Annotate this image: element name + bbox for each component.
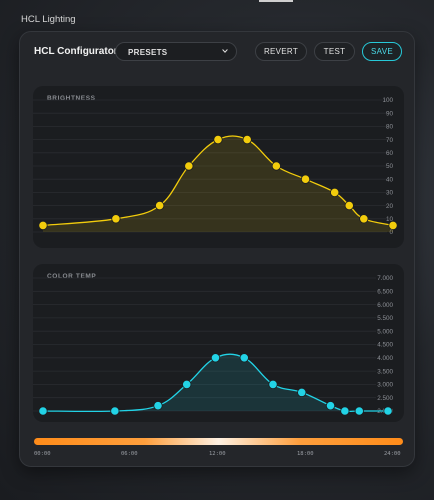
save-button[interactable]: SAVE bbox=[362, 42, 402, 61]
color-temp-point[interactable] bbox=[325, 401, 336, 411]
presets-dropdown[interactable]: PRESETS bbox=[115, 42, 237, 61]
configurator-card: HCL Configurator PRESETS REVERT TEST SAV… bbox=[19, 31, 415, 467]
brightness-ytick-label: 60 bbox=[386, 150, 394, 157]
brightness-ytick-label: 50 bbox=[386, 163, 394, 170]
brightness-panel: BRIGHTNESS 100 90 80 70 60 50 40 30 20 10 0 bbox=[33, 86, 404, 248]
color-temp-ytick-label: 3.500 bbox=[377, 368, 393, 375]
brightness-ytick-label: 80 bbox=[386, 124, 394, 131]
color-temp-ytick-label: 3.000 bbox=[377, 382, 393, 389]
brightness-ytick-label: 70 bbox=[386, 137, 394, 144]
brightness-point[interactable] bbox=[388, 220, 398, 230]
color-temp-ytick-label: 5.000 bbox=[377, 328, 393, 335]
brightness-ytick-label: 100 bbox=[382, 97, 393, 104]
test-button[interactable]: TEST bbox=[314, 42, 355, 61]
color-temp-point[interactable] bbox=[182, 379, 192, 390]
window-indicator bbox=[259, 0, 293, 2]
color-temp-ytick-label: 6.000 bbox=[377, 302, 393, 309]
app-title: HCL Configurator bbox=[34, 46, 118, 57]
brightness-ytick-label: 10 bbox=[386, 216, 394, 223]
color-temp-panel: COLOR TEMP 7.000 6.500 6.000 5.500 5.000 4.50… bbox=[33, 264, 404, 422]
color-temp-chart-title: COLOR TEMP bbox=[47, 273, 97, 280]
daylight-gradient-bar bbox=[34, 438, 403, 445]
color-temp-point[interactable] bbox=[268, 379, 278, 390]
color-temp-point[interactable] bbox=[110, 406, 120, 416]
color-temp-chart[interactable]: 7.000 6.500 6.000 5.500 5.000 4.500 4.000 3.500… bbox=[33, 264, 404, 422]
brightness-ytick-label: 0 bbox=[389, 229, 393, 236]
brightness-chart-title: BRIGHTNESS bbox=[47, 95, 96, 102]
color-temp-ytick-label: 5.500 bbox=[377, 315, 393, 322]
color-temp-point[interactable] bbox=[383, 406, 393, 416]
window-title: HCL Lighting bbox=[21, 14, 76, 25]
brightness-ytick-label: 90 bbox=[386, 110, 394, 117]
time-label: 06:00 bbox=[121, 451, 138, 457]
brightness-point[interactable] bbox=[213, 134, 223, 145]
color-temp-area bbox=[43, 354, 388, 412]
brightness-point[interactable] bbox=[242, 134, 252, 145]
revert-button[interactable]: REVERT bbox=[255, 42, 307, 61]
time-axis: 00:00 06:00 12:00 18:00 24:00 bbox=[20, 451, 416, 461]
brightness-area bbox=[43, 136, 393, 232]
time-label: 12:00 bbox=[209, 451, 226, 457]
brightness-point[interactable] bbox=[359, 214, 369, 224]
brightness-point[interactable] bbox=[155, 201, 165, 211]
color-temp-point[interactable] bbox=[340, 406, 350, 416]
color-temp-point[interactable] bbox=[354, 406, 364, 416]
color-temp-point[interactable] bbox=[239, 353, 249, 363]
color-temp-point[interactable] bbox=[153, 401, 163, 411]
brightness-ytick-label: 20 bbox=[386, 203, 394, 210]
brightness-point[interactable] bbox=[271, 161, 281, 171]
color-temp-point[interactable] bbox=[210, 353, 221, 363]
brightness-ytick-label: 40 bbox=[386, 176, 394, 183]
brightness-point[interactable] bbox=[38, 220, 48, 230]
brightness-point[interactable] bbox=[300, 174, 311, 184]
brightness-ytick-label: 30 bbox=[386, 190, 394, 197]
time-label: 00:00 bbox=[34, 451, 51, 457]
color-temp-ytick-label: 2.500 bbox=[377, 395, 393, 402]
time-label: 24:00 bbox=[384, 451, 401, 457]
chevron-down-icon bbox=[222, 49, 228, 53]
color-temp-point[interactable] bbox=[297, 387, 307, 397]
brightness-point[interactable] bbox=[184, 161, 194, 171]
time-label: 18:00 bbox=[297, 451, 314, 457]
brightness-point[interactable] bbox=[344, 201, 354, 211]
color-temp-ytick-label: 6.500 bbox=[377, 289, 393, 296]
brightness-point[interactable] bbox=[330, 187, 340, 198]
color-temp-ytick-label: 7.000 bbox=[377, 275, 393, 282]
brightness-point[interactable] bbox=[111, 214, 121, 224]
card-header: HCL Configurator PRESETS REVERT TEST SAV… bbox=[20, 32, 416, 72]
color-temp-ytick-label: 4.000 bbox=[377, 355, 393, 362]
presets-selected-value: PRESETS bbox=[128, 48, 168, 57]
color-temp-point[interactable] bbox=[38, 406, 48, 416]
color-temp-ytick-label: 4.500 bbox=[377, 342, 393, 349]
